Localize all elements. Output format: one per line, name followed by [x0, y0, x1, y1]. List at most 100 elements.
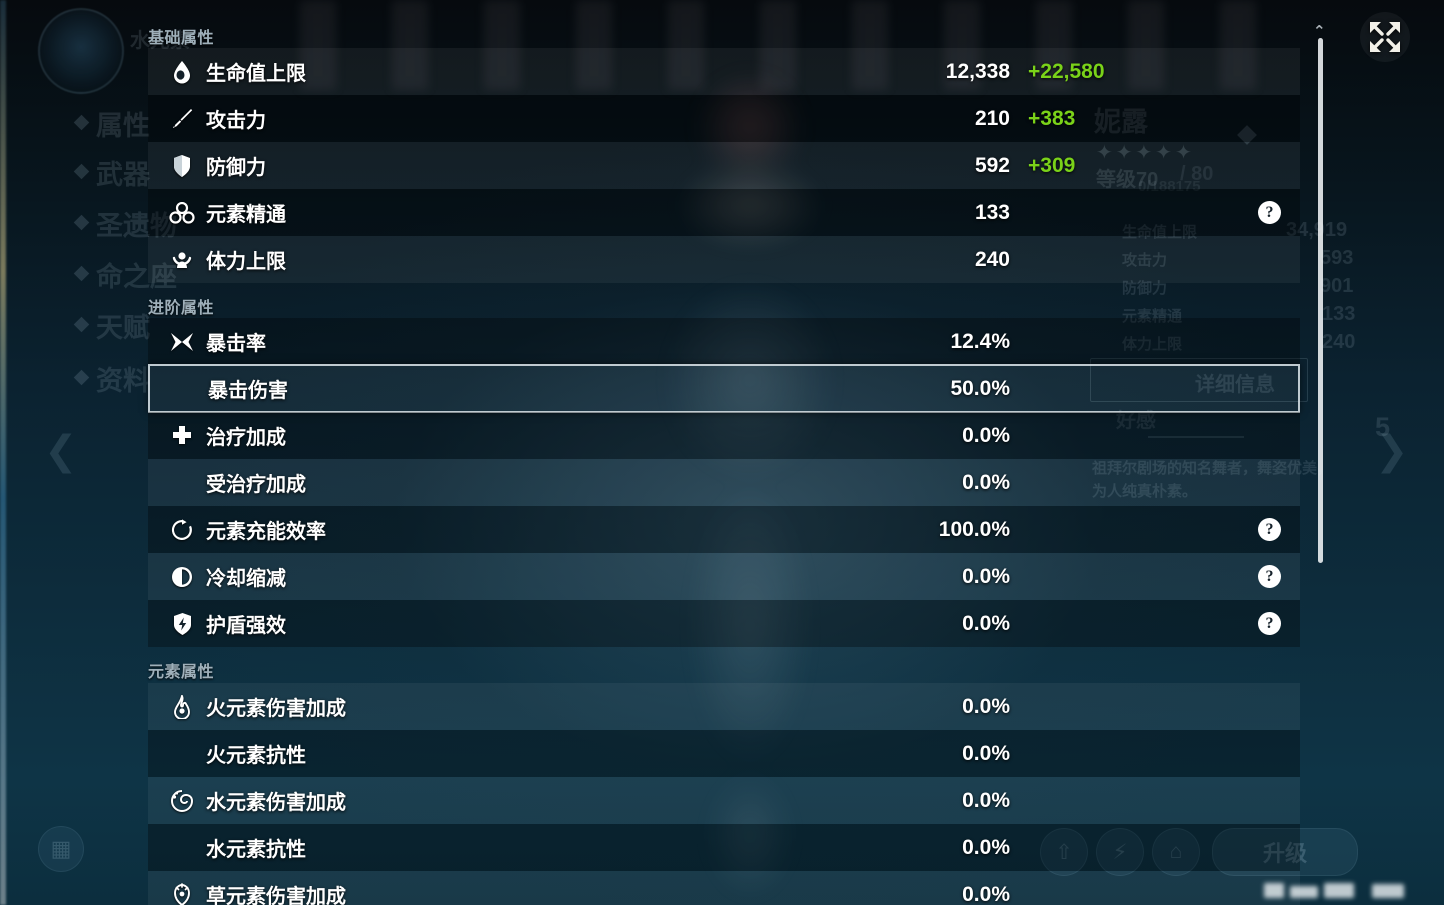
attribute-value: 12.4% [950, 329, 1010, 353]
attribute-row-def[interactable]: 防御力 592 +309 [148, 142, 1300, 189]
attribute-row-incoming-healing[interactable]: 受治疗加成 0.0% [148, 459, 1300, 506]
healing-bonus-icon [162, 425, 202, 447]
attribute-value: 0.0% [962, 470, 1010, 494]
attribute-label: 暴击率 [206, 333, 266, 355]
detail-info-button[interactable] [1090, 358, 1308, 402]
cooldown-icon [162, 565, 202, 589]
attribute-label: 护盾强效 [206, 615, 286, 637]
help-icon[interactable]: ? [1258, 612, 1281, 635]
attribute-label: 元素充能效率 [206, 521, 326, 543]
attribute-label: 攻击力 [206, 110, 266, 132]
attribute-row-crit-dmg[interactable]: 暴击伤害 50.0% [148, 364, 1300, 413]
redacted-text [1290, 886, 1318, 898]
attribute-value: 0.0% [962, 611, 1010, 635]
grid-icon-button[interactable]: ▦ [38, 826, 84, 872]
attribute-label: 水元素伤害加成 [206, 792, 346, 814]
attribute-row-cooldown[interactable]: 冷却缩减 0.0% ? [148, 553, 1300, 600]
section-header-basic: 基础属性 [148, 30, 215, 47]
energy-recharge-icon [162, 518, 202, 542]
attribute-value: 0.0% [962, 423, 1010, 447]
defense-shield-icon [162, 154, 202, 178]
shield-strength-icon [162, 612, 202, 636]
attribute-row-healing-bonus[interactable]: 治疗加成 0.0% [148, 412, 1300, 459]
attribute-row-dendro-dmg[interactable]: 草元素伤害加成 0.0% [148, 871, 1300, 905]
attribute-label: 体力上限 [206, 251, 286, 273]
attribute-label: 防御力 [206, 157, 266, 179]
crit-rate-icon [162, 331, 202, 353]
attribute-value: 133 [974, 200, 1010, 224]
attribute-value: 592 [974, 153, 1010, 177]
attribute-bonus: +309 [1028, 153, 1076, 177]
stamina-icon [162, 249, 202, 271]
attribute-row-pyro-dmg[interactable]: 火元素伤害加成 0.0% [148, 683, 1300, 730]
outfit-icon-button[interactable]: ⌂ [1152, 828, 1200, 876]
star-icon: ✦ [1135, 142, 1153, 164]
attribute-value: 100.0% [938, 517, 1010, 541]
element-emblem-icon [38, 8, 124, 94]
star-icon: ✦ [1175, 142, 1192, 164]
close-button[interactable] [1360, 12, 1410, 62]
chevron-left-icon[interactable]: ❮ [44, 429, 78, 473]
redacted-text [1324, 883, 1354, 898]
attribute-value: 0.0% [962, 882, 1010, 905]
attribute-label: 受治疗加成 [206, 474, 306, 496]
attribute-row-crit-rate[interactable]: 暴击率 12.4% [148, 318, 1300, 365]
attribute-label: 草元素伤害加成 [206, 886, 346, 905]
attribute-row-hydro-dmg[interactable]: 水元素伤害加成 0.0% [148, 777, 1300, 824]
hydro-icon [162, 789, 202, 813]
attribute-value: 240 [974, 247, 1010, 271]
attribute-row-shield-strength[interactable]: 护盾强效 0.0% ? [148, 600, 1300, 647]
star-icon: ✦ [1115, 142, 1133, 164]
upgrade-button[interactable]: 升级 [1212, 828, 1358, 876]
attribute-value: 50.0% [950, 376, 1010, 400]
redacted-text [1372, 884, 1404, 898]
attribute-row-stamina[interactable]: 体力上限 240 [148, 236, 1300, 283]
affinity-divider [1148, 436, 1244, 438]
elemental-mastery-icon [162, 201, 202, 224]
ascend-icon-button[interactable]: ⇧ [1040, 828, 1088, 876]
attribute-label: 火元素伤害加成 [206, 698, 346, 720]
chevron-right-icon[interactable]: ❯ [1375, 429, 1409, 473]
attribute-row-atk[interactable]: 攻击力 210 +383 [148, 95, 1300, 142]
pyro-icon [162, 694, 202, 719]
background-character-portrait [600, 30, 900, 905]
collapse-x-icon [1370, 22, 1400, 52]
attribute-bonus: +22,580 [1028, 59, 1105, 83]
vertical-scrollbar[interactable] [1318, 38, 1323, 563]
attribute-label: 生命值上限 [206, 63, 306, 85]
attribute-value: 0.0% [962, 694, 1010, 718]
help-icon[interactable]: ? [1258, 518, 1281, 541]
screen-left-edge [0, 0, 6, 905]
chevron-up-icon[interactable]: ⌃ [1313, 23, 1326, 40]
talent-icon-button[interactable]: ⚡ [1096, 828, 1144, 876]
attribute-label: 水元素抗性 [206, 839, 306, 861]
background-character-row [300, 0, 1300, 90]
attribute-value: 0.0% [962, 835, 1010, 859]
attribute-row-hp[interactable]: 生命值上限 12,338 +22,580 [148, 48, 1300, 95]
section-header-advanced: 进阶属性 [148, 300, 215, 317]
attribute-label: 火元素抗性 [206, 745, 306, 767]
attribute-label: 冷却缩减 [206, 568, 286, 590]
attribute-label: 暴击伤害 [208, 380, 288, 402]
section-header-elemental: 元素属性 [148, 664, 215, 681]
attribute-label: 治疗加成 [206, 427, 286, 449]
attribute-row-pyro-res[interactable]: 火元素抗性 0.0% [148, 730, 1300, 777]
attribute-row-mastery[interactable]: 元素精通 133 ? [148, 189, 1300, 236]
attack-sword-icon [162, 107, 202, 131]
rarity-stars: ✦ ✦ ✦ ✦ ✦ [1096, 140, 1192, 165]
attribute-value: 0.0% [962, 788, 1010, 812]
star-icon: ✦ [1096, 142, 1113, 164]
attribute-value: 12,338 [945, 59, 1010, 83]
attribute-bonus: +383 [1028, 106, 1076, 130]
hp-drop-icon [162, 60, 202, 84]
attribute-value: 210 [974, 106, 1010, 130]
attribute-row-energy-recharge[interactable]: 元素充能效率 100.0% ? [148, 506, 1300, 553]
attribute-row-hydro-res[interactable]: 水元素抗性 0.0% [148, 824, 1300, 871]
redacted-text [1264, 883, 1284, 898]
attribute-value: 0.0% [962, 741, 1010, 765]
help-icon[interactable]: ? [1258, 201, 1281, 224]
help-icon[interactable]: ? [1258, 565, 1281, 588]
attribute-value: 0.0% [962, 564, 1010, 588]
